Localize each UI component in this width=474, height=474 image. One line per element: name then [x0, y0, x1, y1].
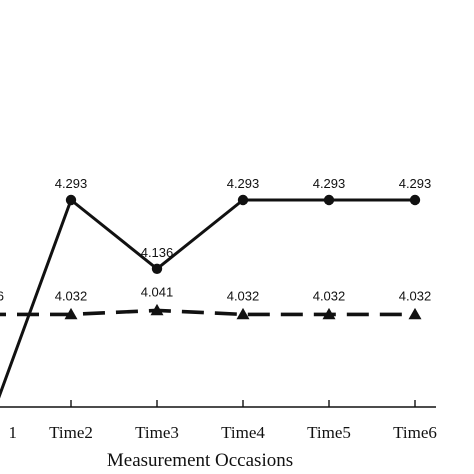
series-1: 4.293 4.136 4.293 4.293 4.293	[0, 176, 432, 399]
series-2-value-label-1: 6	[0, 288, 4, 303]
x-axis-ticks	[70, 400, 416, 407]
series-1-point-4	[237, 194, 249, 206]
x-tick-label-4: Time4	[221, 423, 265, 442]
series-2-point-2	[64, 307, 78, 320]
x-tick-label-2: Time2	[49, 423, 93, 442]
series-2-point-6	[408, 307, 422, 320]
x-tick-label-1: 1	[9, 423, 18, 442]
series-1-value-label-6: 4.293	[399, 176, 432, 191]
series-1-line	[0, 198, 415, 399]
series-2-value-label-2: 4.032	[55, 288, 88, 303]
series-2-point-5	[322, 307, 336, 320]
series-1-value-label-4: 4.293	[227, 176, 260, 191]
series-1-point-2	[65, 194, 77, 206]
series-1-value-label-5: 4.293	[313, 176, 346, 191]
series-1-point-6	[409, 194, 421, 206]
x-axis-title: Measurement Occasions	[107, 450, 293, 471]
x-tick-labels: 1 Time2 Time3 Time4 Time5 Time6	[9, 423, 437, 442]
series-1-point-3	[151, 263, 163, 274]
x-tick-label-6: Time6	[393, 423, 437, 442]
x-tick-label-3: Time3	[135, 423, 179, 442]
series-2-value-label-6: 4.032	[399, 288, 432, 303]
series-2-value-label-3: 4.041	[141, 284, 174, 299]
series-2-point-3	[150, 303, 164, 316]
series-1-value-label-3: 4.136	[141, 245, 174, 260]
series-1-value-label-2: 4.293	[55, 176, 88, 191]
series-2: 6 4.032 4.041 4.032 4.032 4.032	[0, 284, 432, 320]
series-2-value-label-5: 4.032	[313, 288, 346, 303]
plot-area: 4.293 4.136 4.293 4.293 4.293 6 4.032 4.041 4.03…	[0, 176, 432, 399]
series-2-value-label-4: 4.032	[227, 288, 260, 303]
series-2-line	[0, 308, 415, 317]
series-2-point-4	[236, 307, 250, 320]
series-1-point-5	[323, 194, 335, 206]
x-tick-label-5: Time5	[307, 423, 351, 442]
